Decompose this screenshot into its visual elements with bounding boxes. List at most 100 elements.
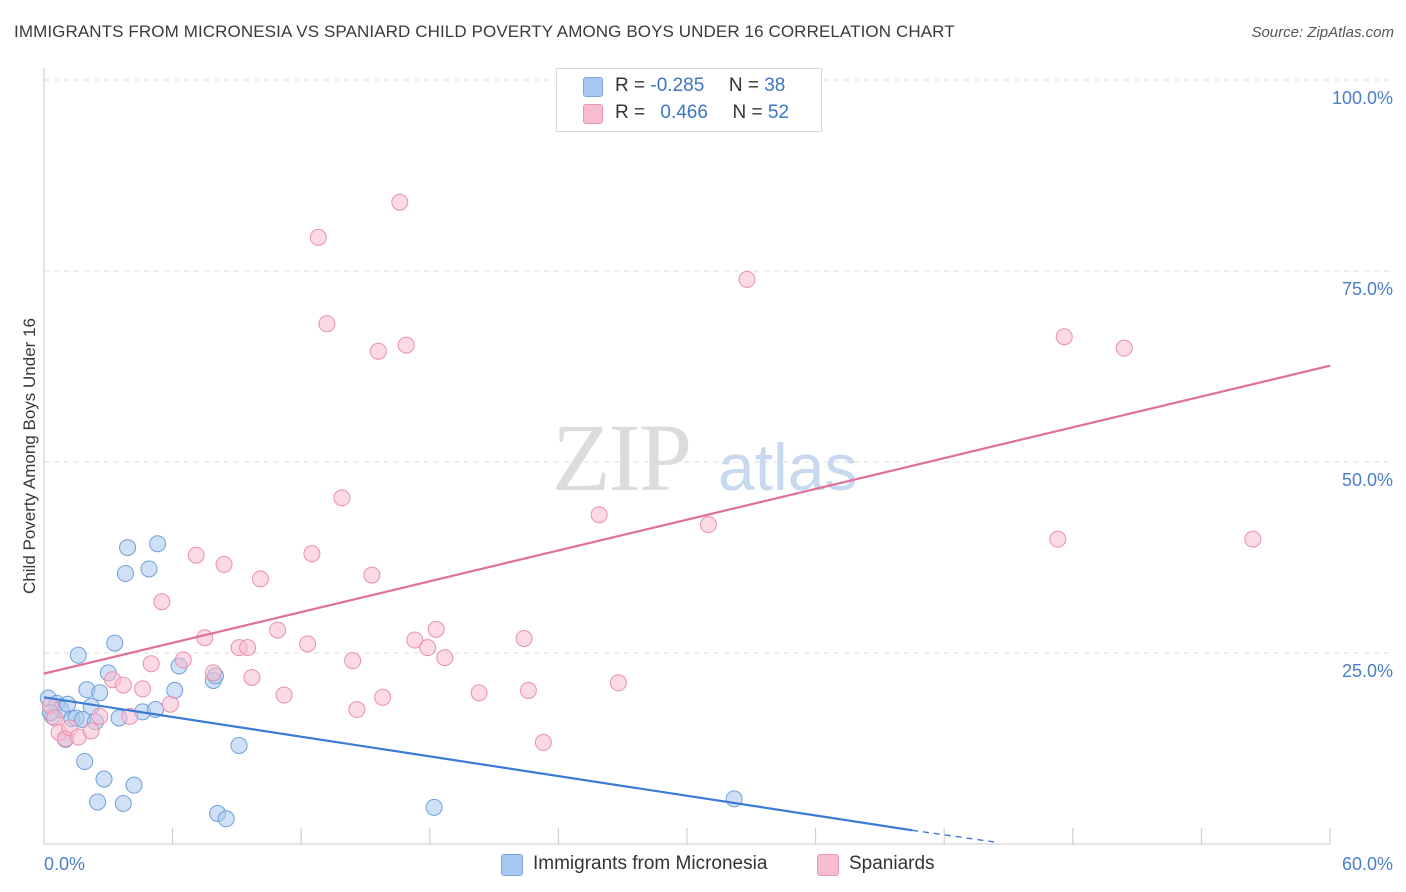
- legend-n-value: 38: [764, 75, 786, 96]
- spaniards-trend-line: [43, 364, 1331, 675]
- micronesia-trend-line: [43, 696, 913, 832]
- bottom-legend-swatch-micronesia: [501, 854, 523, 876]
- bottom-legend-label-spaniards: Spaniards: [849, 853, 935, 874]
- spaniards-point: [344, 652, 362, 670]
- spaniards-point: [369, 342, 387, 360]
- micronesia-point: [116, 565, 134, 583]
- y-tick-label: 75.0%: [1342, 279, 1393, 299]
- y-tick-labels: 25.0% 50.0% 75.0% 100.0%: [1332, 88, 1393, 681]
- micronesia-point: [76, 752, 94, 770]
- micronesia-point: [140, 560, 158, 578]
- spaniards-point: [309, 228, 327, 246]
- spaniards-point: [738, 270, 756, 288]
- correlation-legend: R = -0.285 N = 38 R = 0.466 N = 52: [556, 68, 822, 132]
- spaniards-point: [333, 489, 351, 507]
- spaniards-point: [1049, 530, 1067, 548]
- micronesia-point: [230, 736, 248, 754]
- micronesia-trend-extension: [911, 829, 998, 844]
- spaniards-point: [204, 664, 222, 682]
- spaniards-point: [187, 546, 205, 564]
- x-tick-label-min: 0.0%: [44, 854, 85, 874]
- spaniards-point: [196, 629, 214, 647]
- spaniards-point: [406, 631, 424, 649]
- spaniards-point: [609, 674, 627, 692]
- micronesia-point: [114, 795, 132, 813]
- spaniards-point: [239, 639, 257, 657]
- spaniards-point: [419, 639, 437, 657]
- spaniards-point: [699, 516, 717, 534]
- micronesia-point: [95, 770, 113, 788]
- spaniards-point: [303, 545, 321, 563]
- legend-n-label: N =: [728, 75, 759, 96]
- spaniards-point: [251, 570, 269, 588]
- micronesia-point: [217, 810, 235, 828]
- legend-r-label: R =: [615, 75, 646, 96]
- source-label: Source: ZipAtlas.com: [1251, 24, 1394, 41]
- chart-title: IMMIGRANTS FROM MICRONESIA VS SPANIARD C…: [14, 22, 955, 41]
- spaniards-point: [121, 707, 139, 725]
- x-tick-labels: 0.0% 60.0%: [44, 854, 1393, 874]
- watermark: ZIP atlas: [552, 404, 857, 511]
- series-spaniards-points: [41, 193, 1262, 751]
- legend-swatch-spaniards: [583, 104, 603, 124]
- spaniards-point: [161, 695, 179, 713]
- micronesia-point: [106, 634, 124, 652]
- spaniards-point: [82, 722, 100, 740]
- legend-r-value: 0.466: [660, 102, 708, 123]
- micronesia-point: [125, 776, 143, 794]
- spaniards-point: [142, 655, 160, 673]
- legend-r-label: R =: [615, 102, 646, 123]
- watermark-atlas: atlas: [718, 430, 857, 504]
- spaniards-point: [515, 629, 533, 647]
- spaniards-point: [427, 620, 445, 638]
- legend-r-value: -0.285: [650, 75, 705, 96]
- micronesia-point: [119, 539, 137, 557]
- x-ticks: [43, 828, 1331, 844]
- spaniards-point: [243, 668, 261, 686]
- bottom-legend-swatch-spaniards: [817, 854, 839, 876]
- micronesia-point: [59, 695, 77, 713]
- spaniards-point: [374, 688, 392, 706]
- watermark-zip: ZIP: [552, 404, 690, 511]
- spaniards-point: [215, 555, 233, 573]
- spaniards-point: [91, 707, 109, 725]
- micronesia-point: [89, 793, 107, 811]
- micronesia-point: [149, 535, 167, 553]
- grid-lines: [44, 79, 1393, 654]
- spaniards-point: [1115, 339, 1133, 357]
- trend-lines: [43, 364, 1331, 844]
- spaniards-point: [318, 315, 336, 333]
- bottom-legend-label-micronesia: Immigrants from Micronesia: [533, 853, 768, 874]
- spaniards-point: [363, 566, 381, 584]
- spaniards-point: [269, 621, 287, 639]
- legend-n-value: 52: [767, 102, 790, 123]
- micronesia-point: [91, 684, 109, 702]
- spaniards-point: [1055, 328, 1073, 346]
- micronesia-point: [425, 798, 443, 816]
- spaniards-point: [590, 506, 608, 524]
- spaniards-point: [1244, 530, 1262, 548]
- spaniards-point: [470, 684, 488, 702]
- y-tick-label: 25.0%: [1342, 661, 1393, 681]
- spaniards-point: [519, 681, 537, 699]
- spaniards-point: [299, 635, 317, 653]
- spaniards-point: [397, 336, 415, 354]
- spaniards-point: [114, 676, 132, 694]
- spaniards-point: [134, 680, 152, 698]
- x-tick-label-max: 60.0%: [1342, 854, 1393, 874]
- spaniards-point: [46, 709, 64, 727]
- spaniards-point: [436, 649, 454, 667]
- spaniards-point: [153, 593, 171, 611]
- y-tick-label: 50.0%: [1342, 470, 1393, 490]
- y-tick-label: 100.0%: [1332, 88, 1393, 108]
- spaniards-point: [534, 733, 552, 751]
- spaniards-point: [348, 701, 366, 719]
- legend-swatch-micronesia: [583, 77, 603, 97]
- spaniards-point: [275, 686, 293, 704]
- spaniards-point: [391, 193, 409, 211]
- legend-n-label: N =: [732, 102, 763, 123]
- y-axis-label: Child Poverty Among Boys Under 16: [20, 318, 39, 594]
- spaniards-point: [174, 651, 192, 669]
- micronesia-point: [69, 646, 87, 664]
